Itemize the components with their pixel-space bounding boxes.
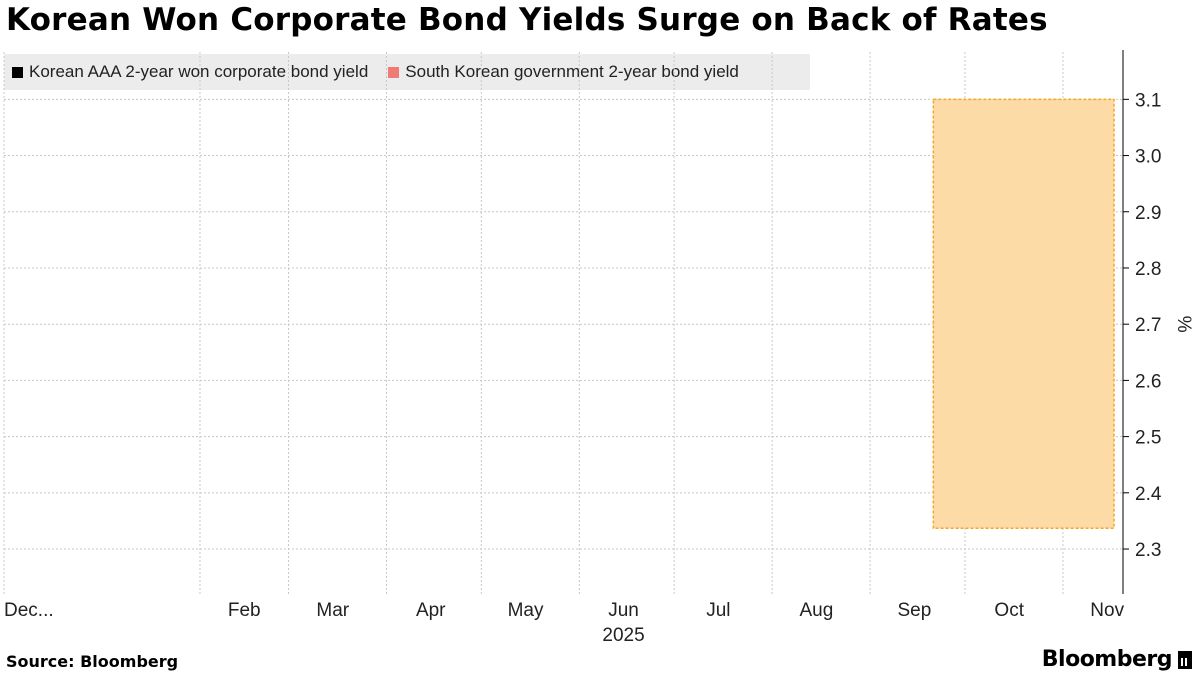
y-tick-label: 2.6	[1135, 371, 1161, 392]
y-tick-label: 2.3	[1135, 540, 1161, 561]
x-tick-label: Jun	[608, 600, 639, 621]
legend-item-government: South Korean government 2-year bond yiel…	[388, 62, 739, 82]
y-tick-label: 3.0	[1135, 147, 1161, 168]
x-tick-label: Feb	[228, 600, 261, 621]
y-tick-label: 2.5	[1135, 428, 1161, 449]
chart-legend: Korean AAA 2-year won corporate bond yie…	[4, 54, 810, 90]
x-tick-label: Aug	[799, 600, 833, 621]
x-tick-label: Sep	[897, 600, 931, 621]
y-tick-label: 2.8	[1135, 259, 1161, 280]
brand-name: Bloomberg	[1041, 647, 1173, 672]
chart-title: Korean Won Corporate Bond Yields Surge o…	[6, 2, 1048, 38]
x-tick-label: Nov	[1090, 600, 1124, 621]
legend-label-government: South Korean government 2-year bond yiel…	[405, 62, 739, 81]
x-year-label: 2025	[602, 625, 644, 646]
x-tick-label: Oct	[994, 600, 1024, 621]
y-tick-label: 2.9	[1135, 203, 1161, 224]
x-tick-label: May	[508, 600, 544, 621]
y-tick-label: 2.4	[1135, 484, 1162, 505]
x-tick-label: Dec...	[4, 600, 54, 621]
legend-swatch-government	[388, 66, 400, 78]
x-tick-label: Jul	[706, 600, 730, 621]
bloomberg-terminal-icon	[1178, 650, 1192, 669]
legend-swatch-corporate	[12, 66, 23, 78]
legend-item-corporate: Korean AAA 2-year won corporate bond yie…	[12, 62, 368, 82]
highlight-region	[932, 98, 1115, 529]
y-tick-label: 3.1	[1135, 90, 1161, 111]
brand-logo: Bloomberg	[1042, 647, 1192, 672]
y-tick-label: 2.7	[1135, 315, 1161, 336]
source-note: Source: Bloomberg	[6, 652, 179, 671]
x-tick-label: Mar	[316, 600, 349, 621]
y-axis-label: %	[1173, 316, 1194, 333]
x-tick-label: Apr	[416, 600, 446, 621]
legend-label-corporate: Korean AAA 2-year won corporate bond yie…	[29, 62, 369, 81]
